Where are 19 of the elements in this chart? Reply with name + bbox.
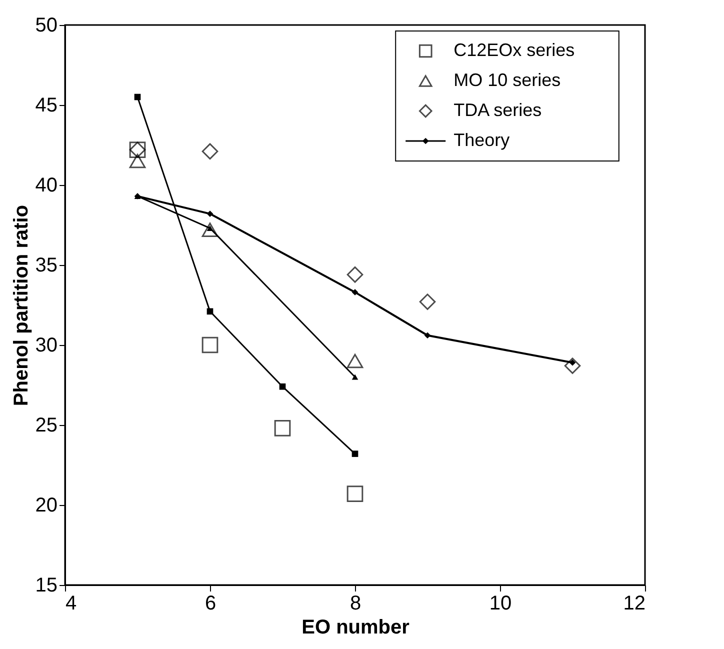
y-tick-label: 25 bbox=[35, 414, 58, 436]
y-tick-label: 15 bbox=[35, 574, 58, 596]
legend-label: C12EOx series bbox=[454, 40, 575, 60]
x-tick-label: 4 bbox=[66, 592, 77, 614]
y-tick-label: 50 bbox=[35, 14, 58, 36]
x-axis-title: EO number bbox=[302, 616, 410, 638]
y-tick-label: 40 bbox=[35, 174, 58, 196]
legend-label: MO 10 series bbox=[454, 70, 561, 90]
y-axis-title: Phenol partition ratio bbox=[10, 204, 32, 406]
y-tick-label: 35 bbox=[35, 254, 58, 276]
legend-label: Theory bbox=[454, 130, 510, 150]
x-tick-label: 10 bbox=[489, 592, 512, 614]
y-tick-label: 30 bbox=[35, 334, 58, 356]
x-tick-label: 6 bbox=[204, 592, 216, 614]
y-tick-label: 20 bbox=[35, 494, 58, 516]
x-tick-label: 12 bbox=[623, 592, 646, 614]
x-tick-label: 8 bbox=[350, 592, 362, 614]
y-tick-label: 45 bbox=[35, 94, 58, 116]
legend-label: TDA series bbox=[454, 100, 542, 120]
